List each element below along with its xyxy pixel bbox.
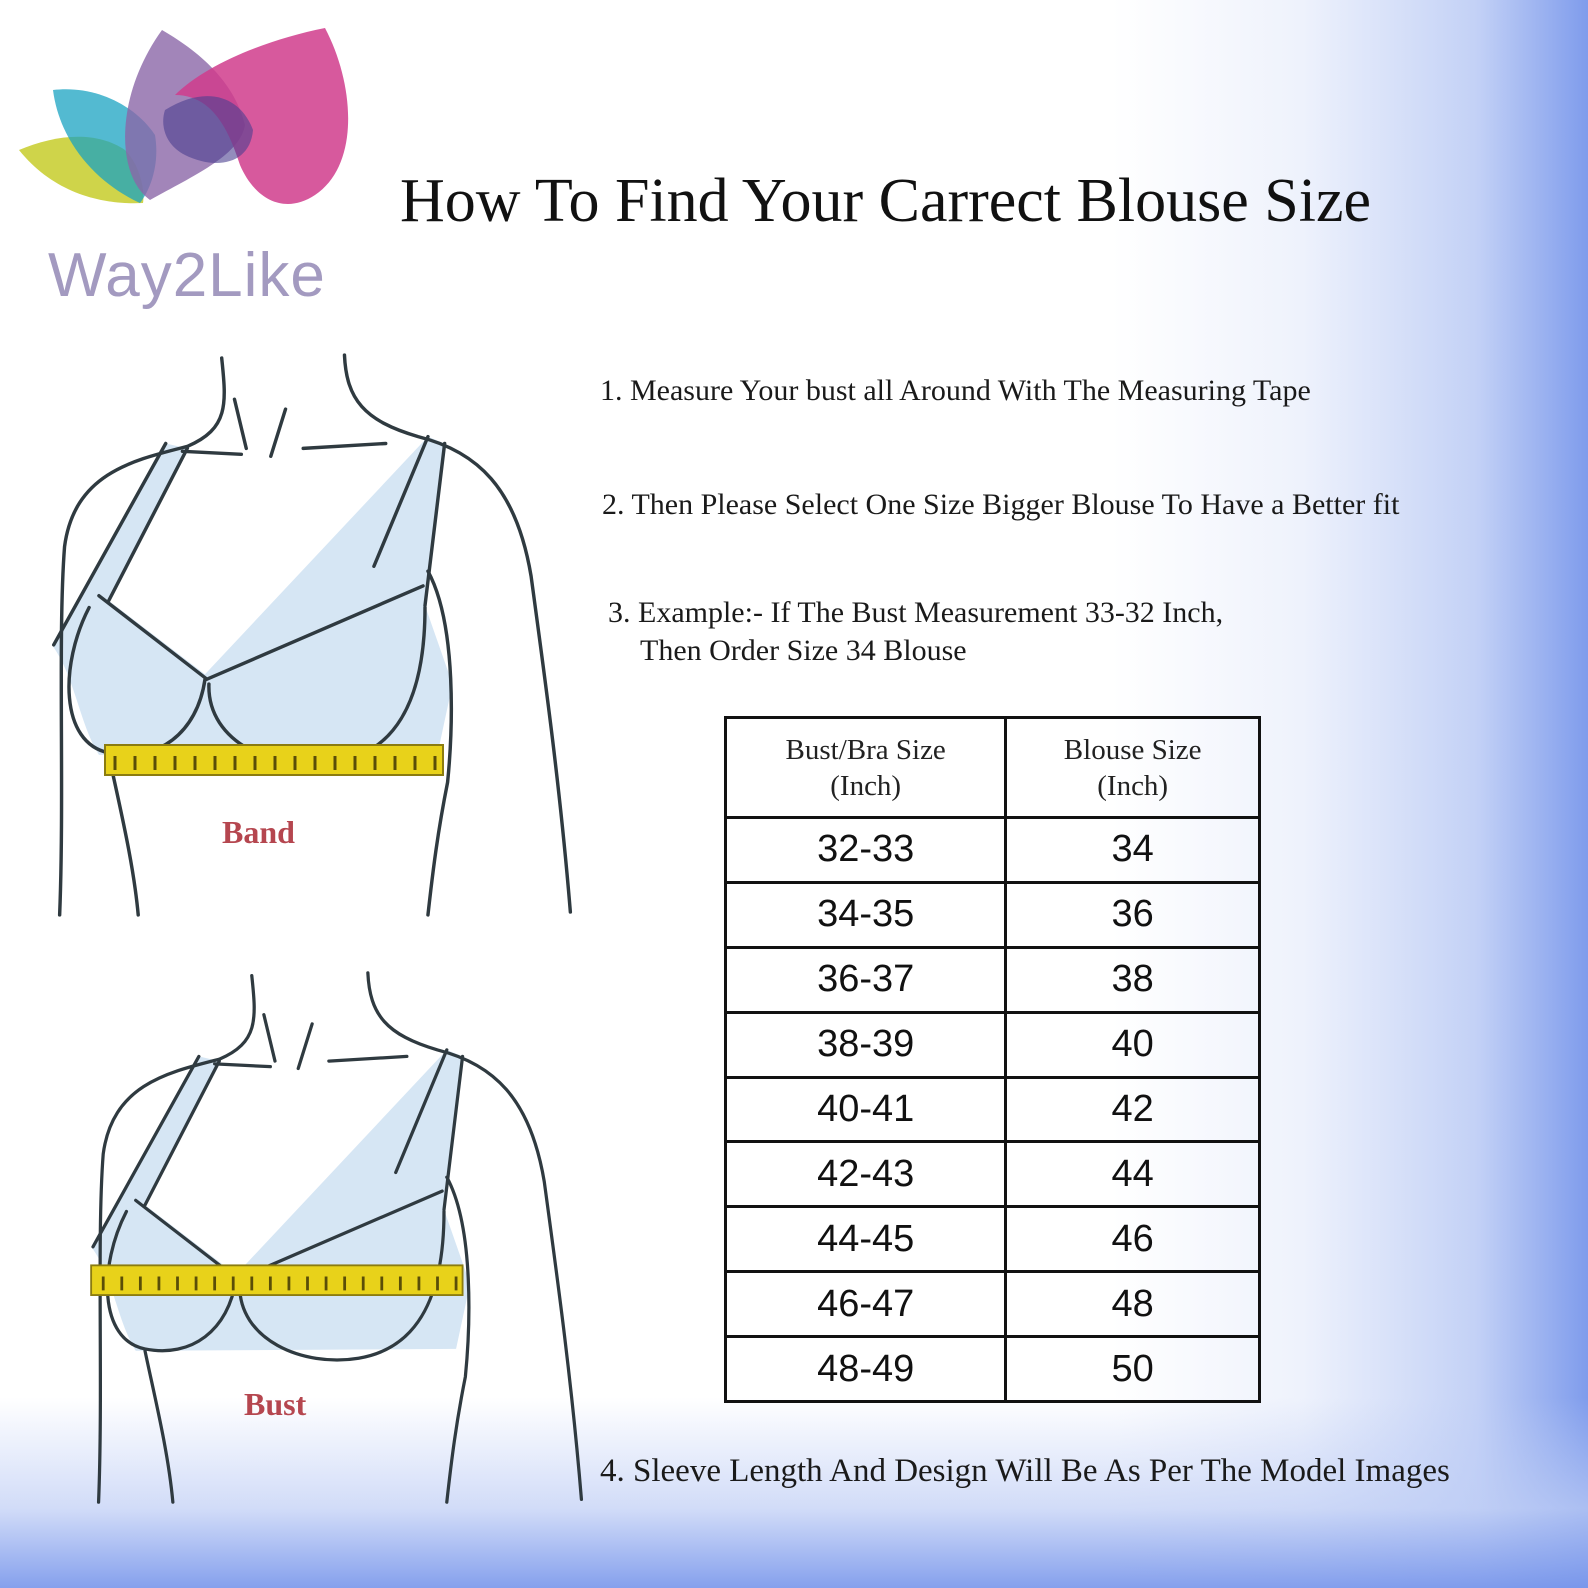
blouse-cell: 40 [1004, 1010, 1261, 1079]
bust-cell: 40-41 [723, 1075, 1008, 1144]
header-blouse-size: Blouse Size (Inch) [1004, 716, 1261, 819]
blouse-cell: 50 [1004, 1335, 1261, 1403]
bust-cell: 38-39 [723, 1010, 1008, 1079]
size-chart-table: Bust/Bra Size (Inch) Blouse Size (Inch) 32… [723, 716, 1261, 1403]
bust-cell: 46-47 [723, 1270, 1008, 1338]
band-label: Band [222, 814, 295, 850]
step-3-continued: Then Order Size 34 Blouse [640, 634, 967, 667]
bust-measurement-figure [80, 965, 600, 1510]
table-row: 38-39 40 [723, 1010, 1261, 1079]
table-header-row: Bust/Bra Size (Inch) Blouse Size (Inch) [723, 716, 1261, 819]
table-row: 48-49 50 [723, 1335, 1261, 1403]
table-row: 42-43 44 [723, 1140, 1261, 1209]
bust-label: Bust [244, 1386, 307, 1422]
band-measurement-figure [40, 345, 590, 925]
page-title: How To Find Your Carrect Blouse Size [400, 167, 1371, 235]
table-row: 34-35 36 [723, 880, 1261, 949]
step-4: 4. Sleeve Length And Design Will Be As P… [600, 1453, 1450, 1489]
table-row: 44-45 46 [723, 1205, 1261, 1274]
blouse-cell: 34 [1004, 816, 1261, 884]
bust-cell: 32-33 [723, 816, 1008, 884]
step-3: 3. Example:- If The Bust Measurement 33-… [608, 596, 1224, 629]
bust-cell: 36-37 [723, 945, 1008, 1014]
table-row: 40-41 42 [723, 1075, 1261, 1144]
blouse-cell: 36 [1004, 880, 1261, 949]
header-bust-size: Bust/Bra Size (Inch) [723, 716, 1008, 819]
way2like-logo-icon [19, 28, 349, 204]
brand-name: Way2Like [48, 241, 326, 310]
blouse-cell: 46 [1004, 1205, 1261, 1274]
blouse-cell: 48 [1004, 1270, 1261, 1338]
bust-cell: 44-45 [723, 1205, 1008, 1274]
table-row: 36-37 38 [723, 945, 1261, 1014]
step-1: 1. Measure Your bust all Around With The… [600, 374, 1311, 407]
table-row: 46-47 48 [723, 1270, 1261, 1338]
bust-cell: 42-43 [723, 1140, 1008, 1209]
measuring-tape-bust [90, 1264, 464, 1296]
bust-cell: 34-35 [723, 880, 1008, 949]
blouse-cell: 42 [1004, 1075, 1261, 1144]
step-2: 2. Then Please Select One Size Bigger Bl… [602, 488, 1400, 521]
table-row: 32-33 34 [723, 816, 1261, 884]
bust-cell: 48-49 [723, 1335, 1008, 1403]
blouse-cell: 38 [1004, 945, 1261, 1014]
blouse-cell: 44 [1004, 1140, 1261, 1209]
